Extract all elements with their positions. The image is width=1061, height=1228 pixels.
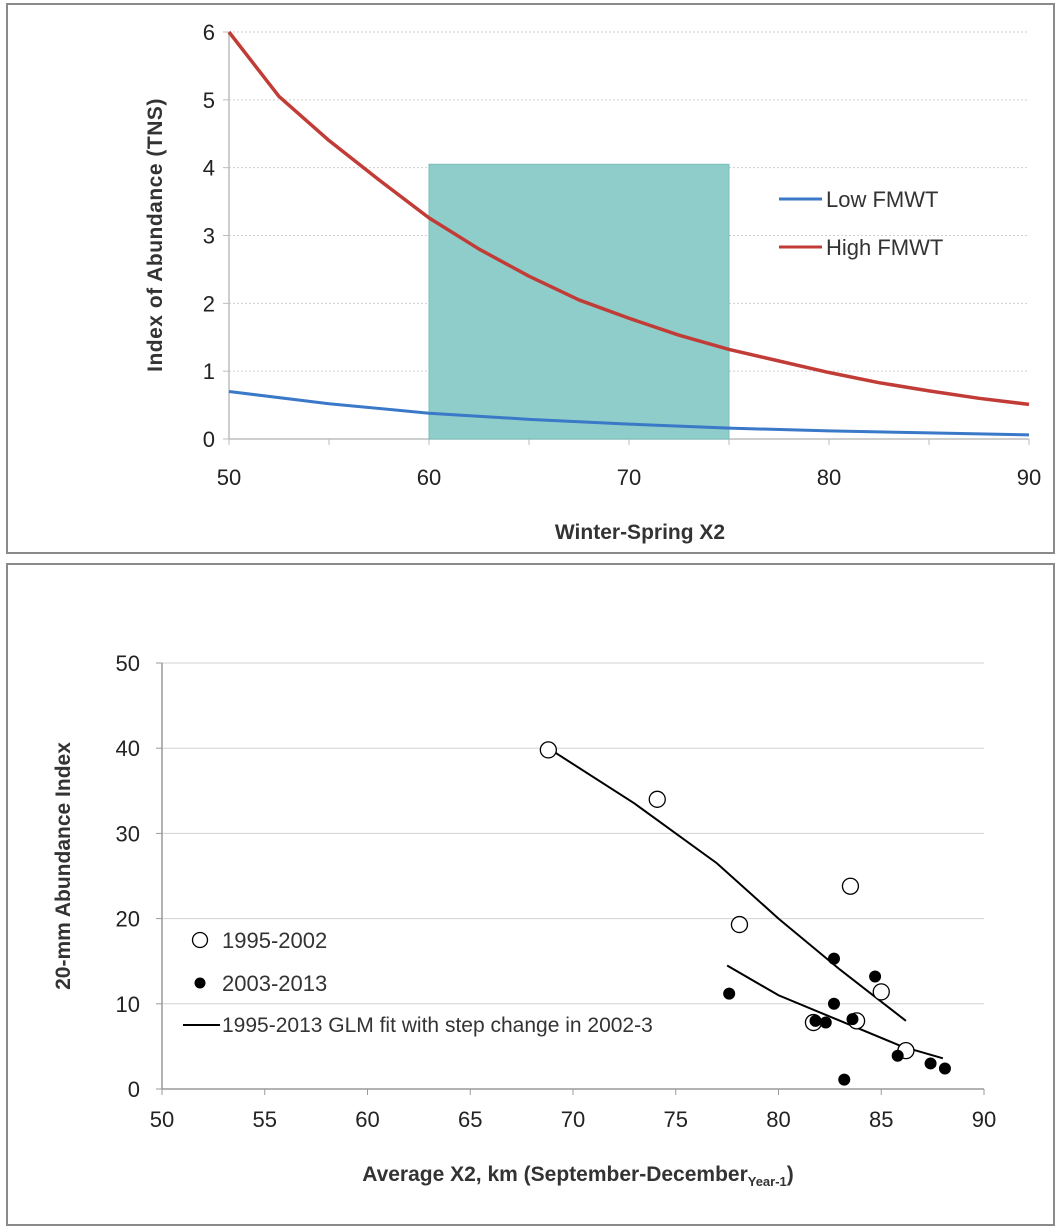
legend-label: Low FMWT [826, 187, 938, 212]
y-tick-label: 1 [203, 359, 215, 384]
y-tick-label: 4 [203, 156, 215, 181]
open-point [841, 877, 860, 895]
y-tick-label: 5 [203, 88, 215, 113]
x-tick-label: 70 [561, 1107, 585, 1132]
tns-abundance-chart: 0 1 2 3 4 5 6 50 60 70 80 90 Low FMWT High FMWT Winter… [6, 3, 1055, 554]
legend-label: High FMWT [826, 235, 943, 260]
x-axis-title: Average X2, km (September-DecemberYear-1… [362, 1163, 794, 1189]
filled-point [846, 1013, 859, 1026]
filled-point [838, 1073, 851, 1086]
x-tick-label: 90 [1017, 465, 1041, 490]
y-tick-label: 3 [203, 224, 215, 249]
y-tick-label: 6 [203, 20, 215, 45]
filled-point [827, 952, 840, 965]
x-tick-label: 70 [617, 465, 641, 490]
y-axis-title: Index of Abundance (TNS) [144, 98, 167, 372]
y-axis-title: 20-mm Abundance Index [52, 742, 75, 990]
x-tick-label: 85 [869, 1107, 893, 1132]
x-tick-label: 75 [664, 1107, 688, 1132]
20mm-abundance-chart: 0 10 20 30 40 50 50 55 60 65 70 75 80 85 90 1995-2002 20… [6, 563, 1055, 1226]
x-axis-title: Winter-Spring X2 [555, 521, 725, 544]
y-tick-label: 30 [116, 821, 140, 846]
filled-point [819, 1016, 832, 1029]
y-tick-label: 20 [116, 907, 140, 932]
filled-point [924, 1057, 937, 1070]
filled-point [827, 997, 840, 1010]
x-tick-label: 80 [817, 465, 841, 490]
x-tick-label: 65 [458, 1107, 482, 1132]
y-tick-label: 2 [203, 291, 215, 316]
x-tick-label: 60 [355, 1107, 379, 1132]
open-point [648, 790, 666, 808]
glm-fit-line-1 [547, 747, 907, 1022]
chart-frame [6, 3, 1055, 554]
y-tick-label: 10 [116, 992, 140, 1017]
chart-frame [6, 563, 1055, 1226]
legend-label: 1995-2013 GLM fit with step change in 20… [222, 1014, 653, 1037]
x-tick-label: 80 [766, 1107, 790, 1132]
x-tick-label: 50 [217, 465, 241, 490]
filled-point [938, 1062, 951, 1075]
filled-point [809, 1014, 822, 1027]
y-tick-label: 0 [203, 427, 215, 452]
x-tick-label: 60 [417, 465, 441, 490]
glm-fit-line-2 [726, 964, 944, 1060]
x-tick-label: 50 [150, 1107, 174, 1132]
legend-label: 2003-2013 [222, 971, 327, 996]
open-point [872, 983, 890, 1001]
open-point [539, 741, 557, 759]
open-point [730, 915, 749, 934]
legend-open-circle [191, 931, 209, 949]
filled-point [869, 970, 882, 983]
series-line-low-fmwt [228, 390, 1030, 437]
filled-point [891, 1049, 904, 1062]
y-tick-label: 0 [128, 1077, 140, 1102]
y-tick-label: 50 [116, 651, 140, 676]
tns-chart-panel: 0 1 2 3 4 5 6 50 60 70 80 90 Low FMWT High FMWT Winter… [0, 0, 1061, 556]
legend-label: 1995-2002 [222, 928, 327, 953]
x-tick-label: 55 [253, 1107, 277, 1132]
series-line-high-fmwt [227, 30, 1030, 407]
20mm-chart-panel: 0 10 20 30 40 50 50 55 60 65 70 75 80 85 90 1995-2002 20… [0, 560, 1061, 1228]
filled-point [723, 987, 736, 1000]
legend-filled-circle [194, 977, 206, 989]
y-tick-label: 40 [116, 736, 140, 761]
x-tick-label: 90 [972, 1107, 996, 1132]
